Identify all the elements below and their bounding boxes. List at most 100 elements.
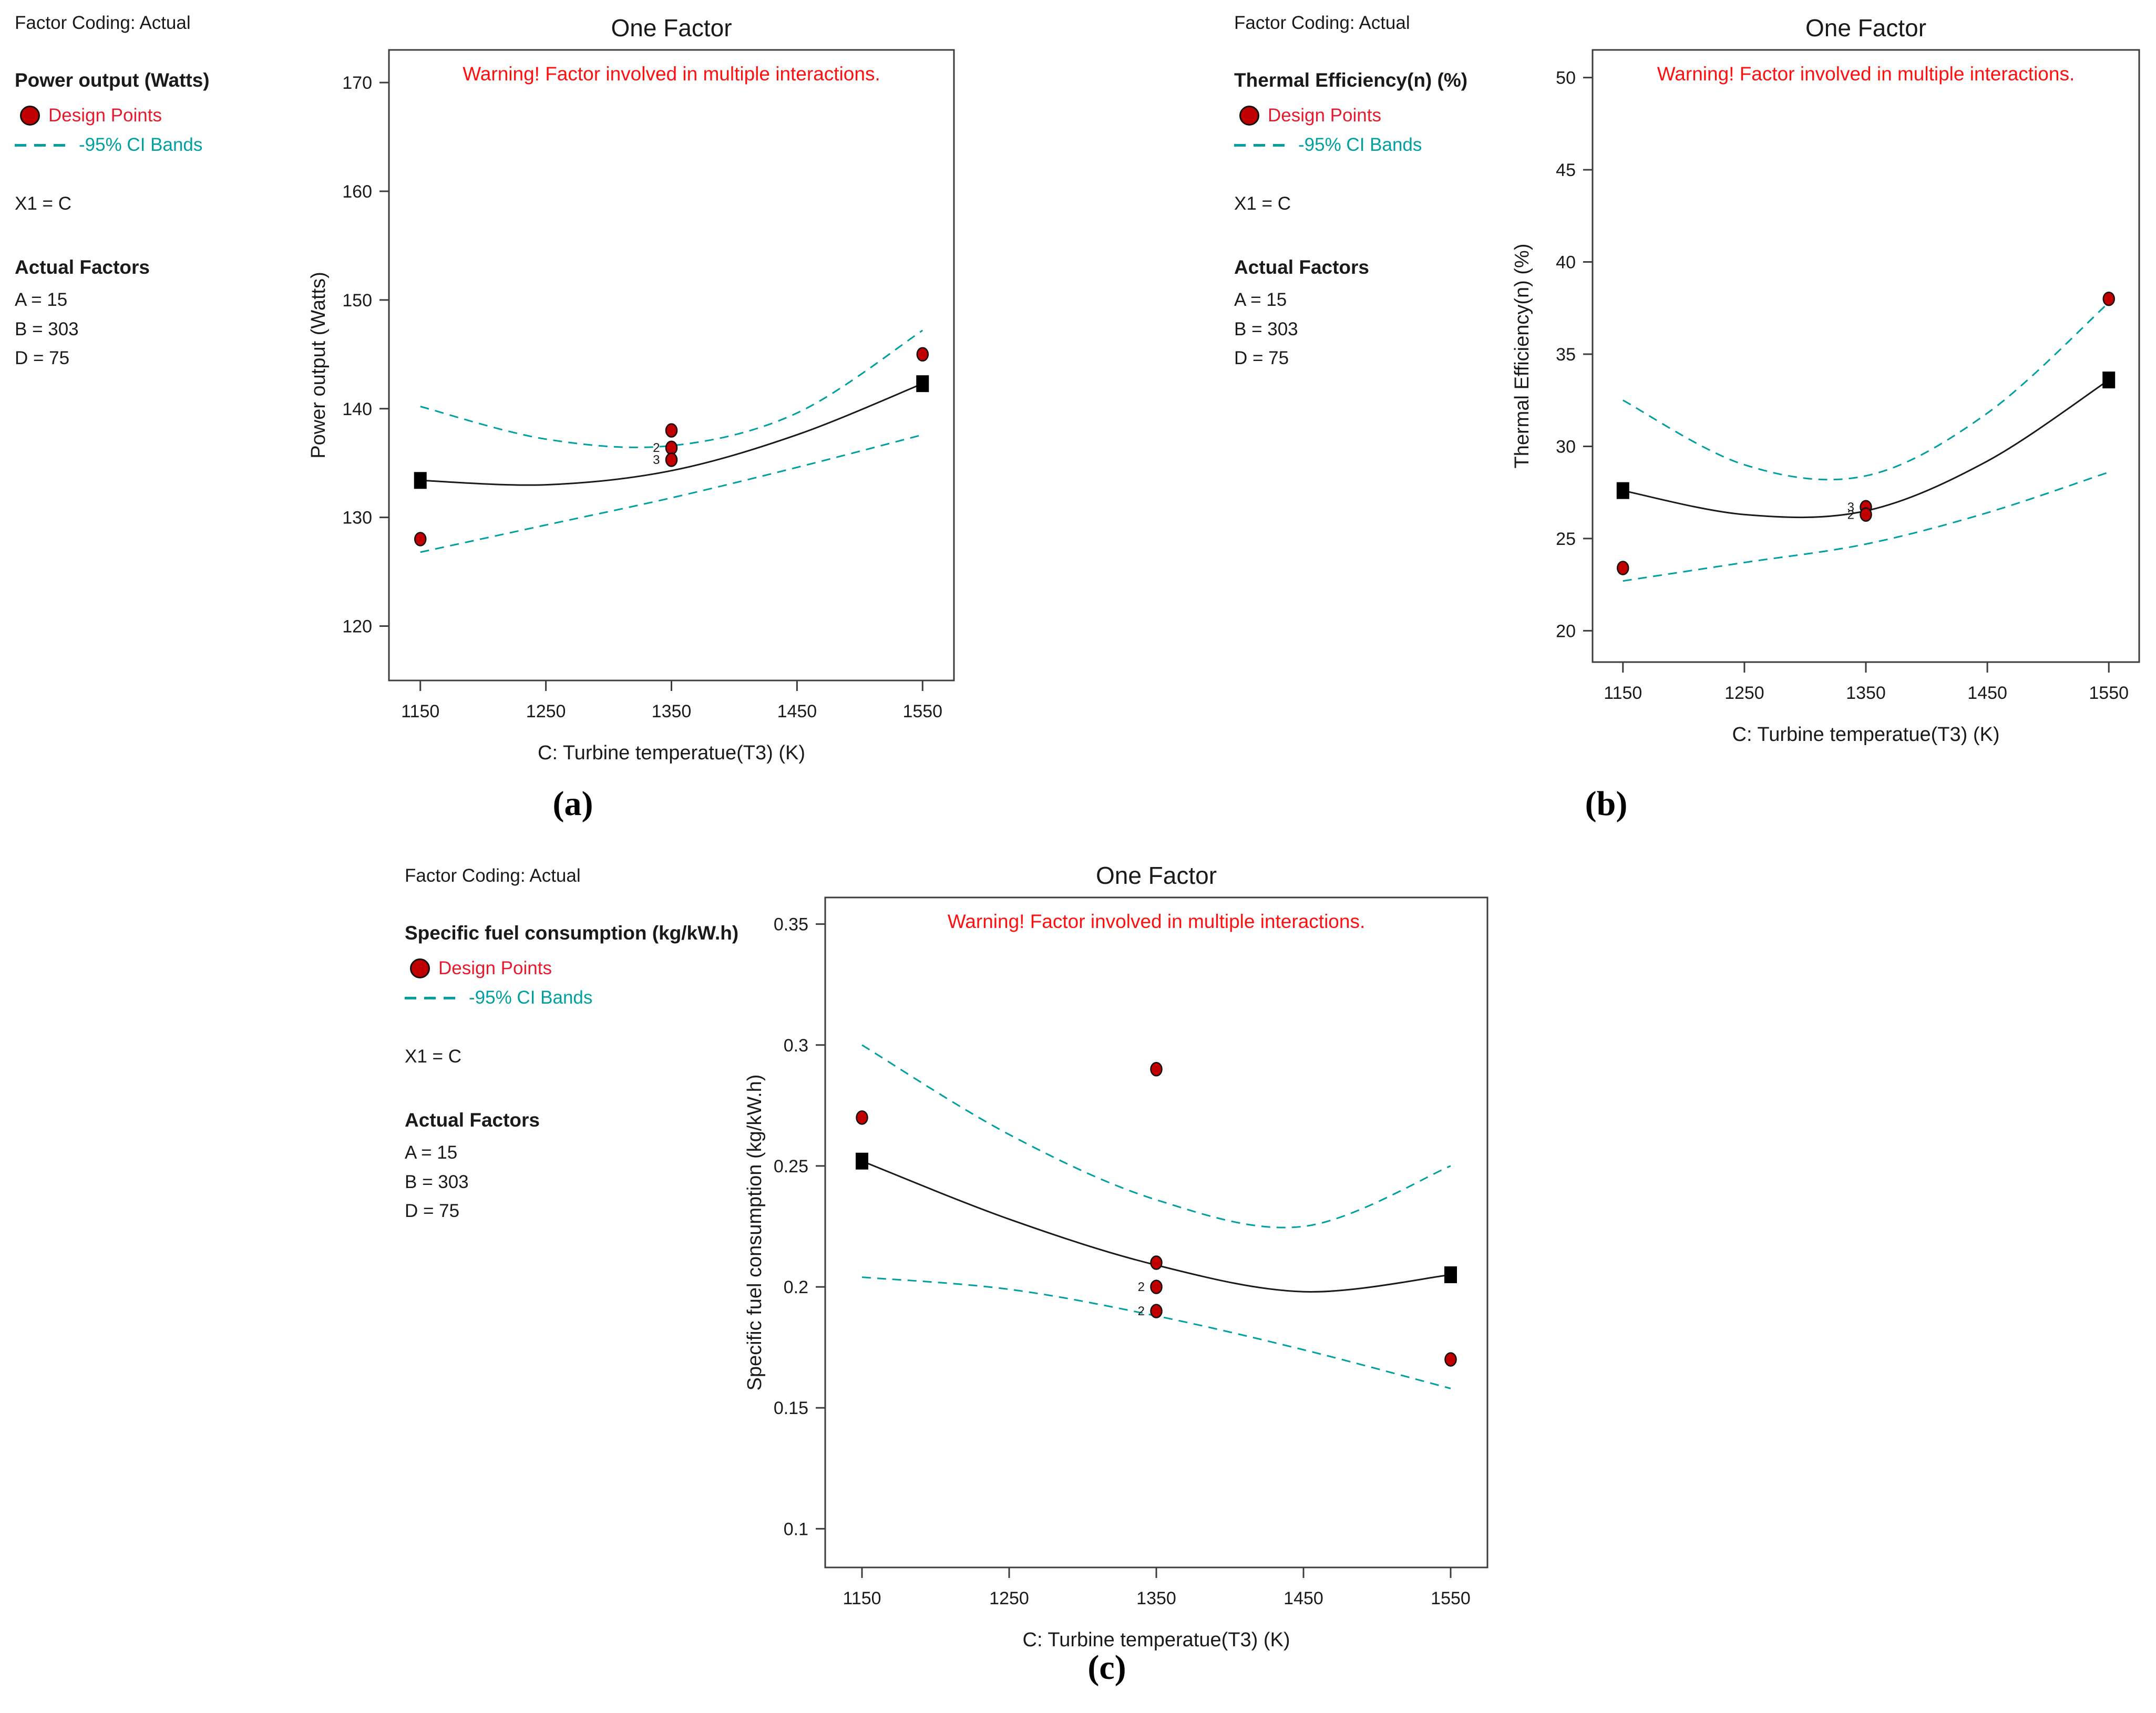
design-point-marker xyxy=(916,347,929,362)
mean-square-marker xyxy=(2102,372,2116,389)
y-tick-label: 30 xyxy=(1556,437,1576,457)
response-title: Power output (Watts) xyxy=(15,69,210,91)
x-tick-label: 1350 xyxy=(1136,1588,1176,1608)
one-factor-chart: One Factor Warning! Factor involved in mu… xyxy=(1511,14,2140,746)
factor-d-value: D = 75 xyxy=(15,348,70,368)
y-tick-label: 25 xyxy=(1556,529,1576,549)
chart-title: One Factor xyxy=(1805,14,1926,42)
y-tick-label: 0.35 xyxy=(774,915,808,935)
factor-a-value: A = 15 xyxy=(15,290,68,310)
x-tick-label: 1450 xyxy=(777,701,817,721)
x1-factor-label: X1 = C xyxy=(15,193,71,214)
ci-band-dash-icon xyxy=(1234,143,1290,147)
design-point-marker xyxy=(665,440,678,455)
design-point-marker xyxy=(665,423,678,438)
x-tick-label: 1250 xyxy=(1724,683,1764,703)
ci-bands-label: -95% CI Bands xyxy=(1298,135,1422,156)
legend-ci-bands: -95% CI Bands xyxy=(1234,130,1467,160)
factor-d-value: D = 75 xyxy=(1234,348,1289,368)
y-axis-label: Thermal Efficiency(n) (%) xyxy=(1511,244,1533,469)
x-tick-label: 1150 xyxy=(1604,683,1642,703)
x-tick-label: 1250 xyxy=(989,1588,1029,1608)
mean-markers xyxy=(1616,372,2116,499)
x-axis-label: C: Turbine temperatue(T3) (K) xyxy=(538,742,805,764)
replicate-count-label: 2 xyxy=(1138,1280,1145,1294)
factor-a-value: A = 15 xyxy=(1234,290,1287,310)
y-tick-label: 20 xyxy=(1556,621,1576,641)
x-tick-label: 1550 xyxy=(2089,683,2129,703)
one-factor-chart: One Factor Warning! Factor involved in mu… xyxy=(744,862,1488,1651)
mean-square-marker xyxy=(1444,1266,1457,1284)
mean-square-marker xyxy=(1616,482,1629,499)
y-tick-label: 140 xyxy=(342,399,372,419)
y-axis: 20 25 30 35 40 45 50 xyxy=(1556,68,1593,641)
replicate-count-label: 2 xyxy=(653,441,660,455)
plot-border xyxy=(388,49,955,682)
design-points-label: Design Points xyxy=(438,958,552,979)
factor-coding-label: Factor Coding: Actual xyxy=(15,13,191,33)
actual-factors-title: Actual Factors xyxy=(1234,256,1370,278)
y-tick-label: 0.25 xyxy=(774,1157,808,1177)
y-tick-label: 35 xyxy=(1556,345,1576,365)
replicate-count-label: 3 xyxy=(1847,500,1854,514)
ci-band-curve xyxy=(1623,302,2110,481)
design-point-marker xyxy=(1617,561,1629,575)
panel-letter-b: (b) xyxy=(1585,785,1628,823)
one-factor-chart: One Factor Warning! Factor involved in mu… xyxy=(307,14,955,764)
y-tick-label: 0.1 xyxy=(784,1519,808,1539)
x-tick-label: 1550 xyxy=(902,701,942,721)
y-axis: 0.1 0.15 0.2 0.25 0.3 0.35 xyxy=(774,915,825,1539)
factor-b-value: B = 303 xyxy=(405,1171,469,1192)
design-point-marker xyxy=(414,532,427,546)
y-tick-label: 130 xyxy=(342,508,372,528)
legend-design-points: Design Points xyxy=(1234,101,1467,130)
prediction-curve xyxy=(861,1160,1451,1293)
x-axis: 1150 1250 1350 1450 1550 xyxy=(401,680,942,721)
ci-bands-label: -95% CI Bands xyxy=(469,987,593,1008)
warning-text: Warning! Factor involved in multiple int… xyxy=(463,63,880,85)
mean-square-marker xyxy=(916,375,929,393)
panel-letter-c: (c) xyxy=(1087,1648,1126,1687)
design-point-marker xyxy=(1150,1255,1163,1270)
replicate-count-label: 2 xyxy=(1847,508,1854,522)
factor-b-value: B = 303 xyxy=(1234,318,1298,339)
warning-text: Warning! Factor involved in multiple int… xyxy=(1657,63,2075,85)
x-axis: 1150 1250 1350 1450 1550 xyxy=(1604,662,2129,703)
x-tick-label: 1150 xyxy=(843,1588,881,1608)
factor-d-value: D = 75 xyxy=(405,1201,460,1221)
legend-a: Factor Coding: Actual Power output (Watt… xyxy=(15,12,210,376)
mean-square-marker xyxy=(856,1152,868,1170)
design-points-label: Design Points xyxy=(1268,105,1381,126)
x-axis: 1150 1250 1350 1450 1550 xyxy=(843,1567,1471,1608)
x-tick-label: 1350 xyxy=(652,701,692,721)
design-point-marker xyxy=(1444,1352,1457,1367)
actual-factors-title: Actual Factors xyxy=(405,1109,540,1131)
replicate-count-label: 2 xyxy=(1138,1304,1145,1318)
x-tick-label: 1550 xyxy=(1431,1588,1471,1608)
y-axis-label: Specific fuel consumption (kg/kW.h) xyxy=(744,1075,766,1391)
plot-border xyxy=(824,896,1488,1568)
legend-c: Factor Coding: Actual Specific fuel cons… xyxy=(405,864,738,1229)
factor-coding-label: Factor Coding: Actual xyxy=(405,865,581,886)
factor-a-value: A = 15 xyxy=(405,1142,458,1163)
x-tick-label: 1450 xyxy=(1967,683,2007,703)
design-point-marker xyxy=(1150,1304,1163,1318)
design-point-marker xyxy=(1150,1279,1163,1294)
x-tick-label: 1250 xyxy=(526,701,566,721)
plot-border xyxy=(1592,49,2140,663)
design-point-marker-icon xyxy=(20,106,40,126)
replicate-count-label: 3 xyxy=(653,453,660,467)
ci-bands-label: -95% CI Bands xyxy=(79,135,203,156)
x-axis-label: C: Turbine temperatue(T3) (K) xyxy=(1023,1629,1290,1651)
y-tick-label: 40 xyxy=(1556,253,1576,273)
design-point-marker-icon xyxy=(1239,106,1259,126)
y-tick-label: 50 xyxy=(1556,68,1576,88)
y-tick-label: 0.2 xyxy=(784,1277,808,1297)
legend-b: Factor Coding: Actual Thermal Efficiency… xyxy=(1234,12,1467,376)
factor-b-value: B = 303 xyxy=(15,318,79,339)
y-tick-label: 120 xyxy=(342,617,372,637)
chart-title: One Factor xyxy=(1096,862,1217,889)
chart-title: One Factor xyxy=(611,14,732,42)
y-axis-label: Power output (Watts) xyxy=(307,272,330,459)
